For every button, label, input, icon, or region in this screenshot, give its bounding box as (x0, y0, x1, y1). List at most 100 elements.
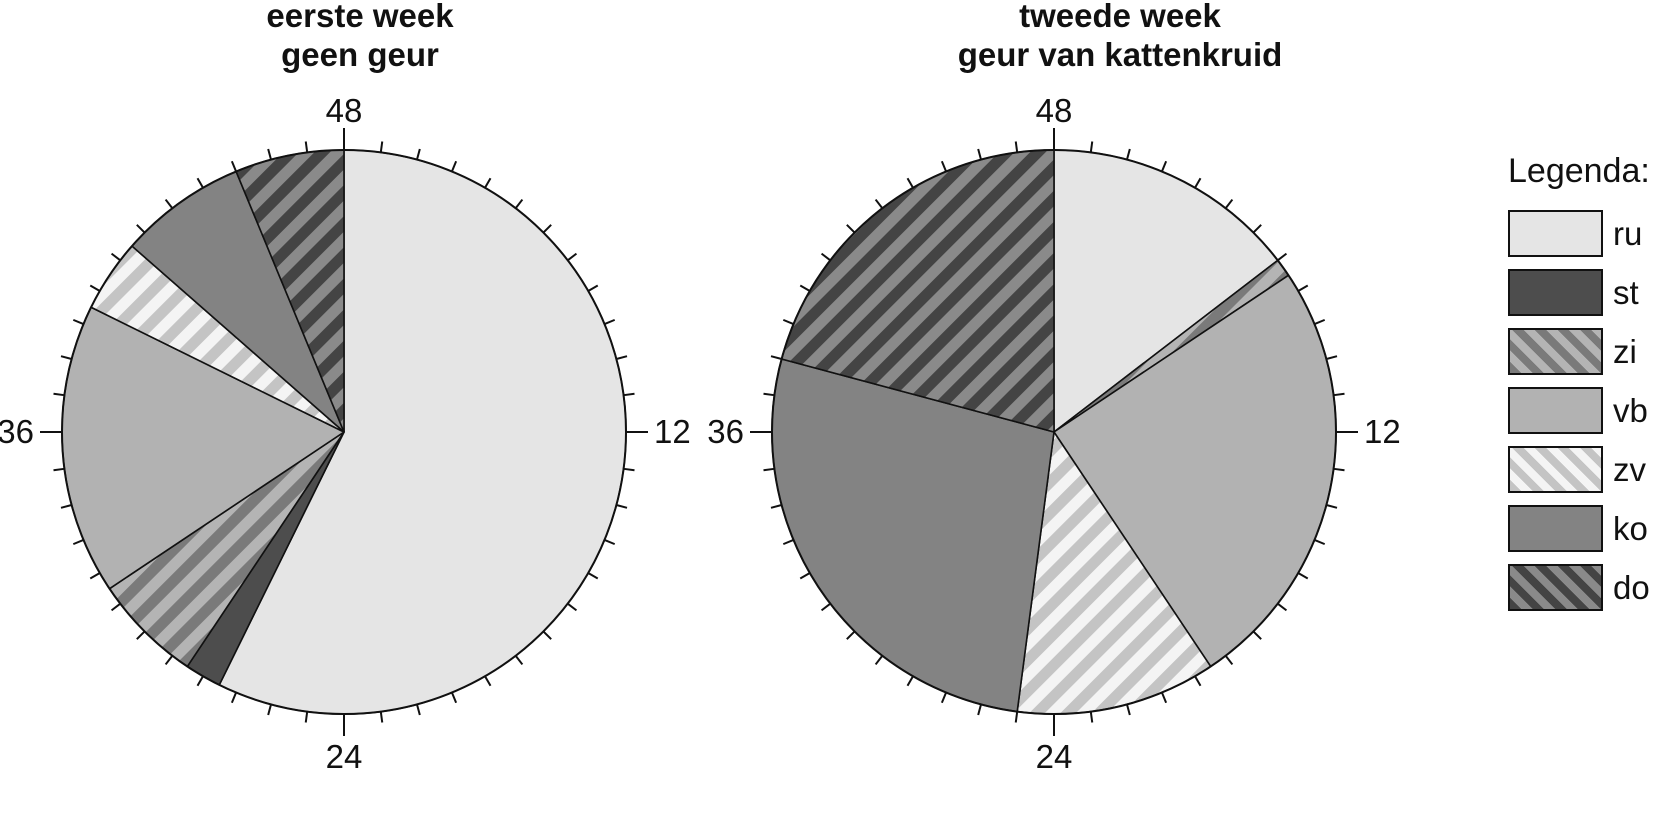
minor-tick (164, 198, 174, 209)
minor-tick (846, 224, 856, 234)
legend-label-ru: ru (1613, 214, 1643, 252)
minor-tick (514, 655, 524, 666)
minor-tick (1126, 704, 1131, 716)
minor-tick (230, 160, 238, 172)
tick-label: 12 (654, 413, 691, 450)
legend-swatch-ru (1508, 210, 1603, 257)
minor-tick (1314, 318, 1326, 326)
minor-tick (89, 284, 101, 292)
minor-tick (1160, 160, 1168, 172)
minor-tick (136, 630, 146, 640)
minor-tick (799, 284, 811, 292)
minor-tick (763, 467, 775, 472)
chart-title-line: geen geur (281, 36, 439, 73)
minor-tick (1194, 675, 1202, 687)
minor-tick (770, 355, 782, 360)
minor-tick (604, 538, 616, 546)
legend-swatch-zv (1508, 446, 1603, 493)
minor-tick (416, 148, 421, 160)
tick-label: 36 (0, 413, 34, 450)
minor-tick (230, 692, 238, 704)
chart-title-line: tweede week (1019, 0, 1221, 34)
minor-tick (587, 284, 599, 292)
legend-swatch-ko (1508, 505, 1603, 552)
minor-tick (940, 692, 948, 704)
minor-tick (977, 148, 982, 160)
minor-tick (623, 467, 635, 472)
minor-tick (267, 704, 272, 716)
minor-tick (604, 318, 616, 326)
legend-swatch-vb (1508, 387, 1603, 434)
minor-tick (1014, 711, 1019, 723)
minor-tick (136, 224, 146, 234)
legend-items: ru st zi vb zv ko do (1508, 204, 1668, 617)
minor-tick (940, 160, 948, 172)
minor-tick (196, 177, 204, 189)
legend-label-vb: vb (1613, 391, 1648, 429)
chart-title-week-1: eerste week geen geur (50, 0, 670, 74)
minor-tick (782, 318, 794, 326)
legend-item-ru: ru (1508, 204, 1668, 263)
minor-tick (379, 711, 384, 723)
minor-tick (267, 148, 272, 160)
legend-item-st: st (1508, 263, 1668, 322)
tick-label: 48 (326, 92, 363, 129)
minor-tick (763, 392, 775, 397)
minor-tick (623, 392, 635, 397)
minor-tick (53, 392, 65, 397)
minor-tick (1297, 572, 1309, 580)
legend-label-st: st (1613, 273, 1639, 311)
minor-tick (1089, 711, 1094, 723)
minor-tick (1224, 655, 1234, 666)
minor-tick (72, 318, 84, 326)
legend: Legenda: ru st zi vb zv ko do (1508, 152, 1668, 617)
minor-tick (196, 675, 204, 687)
tick-label: 36 (707, 413, 744, 450)
legend-item-zv: zv (1508, 440, 1668, 499)
minor-tick (542, 224, 552, 234)
minor-tick (1252, 630, 1262, 640)
legend-title: Legenda: (1508, 152, 1650, 190)
minor-tick (820, 252, 831, 262)
minor-tick (846, 630, 856, 640)
minor-tick (587, 572, 599, 580)
minor-tick (1194, 177, 1202, 189)
minor-tick (1277, 252, 1288, 262)
pie-chart-week-1: 48 12 24 36 (0, 92, 691, 775)
minor-tick (906, 177, 914, 189)
minor-tick (782, 538, 794, 546)
minor-tick (1326, 504, 1338, 509)
minor-tick (53, 467, 65, 472)
legend-label-do: do (1613, 568, 1650, 606)
chart-title-line: geur van kattenkruid (957, 36, 1283, 73)
minor-tick (799, 572, 811, 580)
legend-item-vb: vb (1508, 381, 1668, 440)
minor-tick (304, 141, 309, 153)
minor-tick (1224, 198, 1234, 209)
minor-tick (906, 675, 914, 687)
legend-swatch-zi (1508, 328, 1603, 375)
minor-tick (514, 198, 524, 209)
legend-item-ko: ko (1508, 499, 1668, 558)
minor-tick (60, 355, 72, 360)
tick-label: 24 (1036, 738, 1073, 775)
minor-tick (1297, 284, 1309, 292)
minor-tick (1333, 392, 1345, 397)
minor-tick (110, 602, 121, 612)
minor-tick (977, 704, 982, 716)
minor-tick (484, 675, 492, 687)
minor-tick (1277, 602, 1288, 612)
legend-label-ko: ko (1613, 509, 1648, 547)
minor-tick (450, 692, 458, 704)
minor-tick (416, 704, 421, 716)
legend-label-zi: zi (1613, 332, 1637, 370)
tick-label: 48 (1036, 92, 1073, 129)
chart-title-week-2: tweede week geur van kattenkruid (810, 0, 1430, 74)
minor-tick (616, 355, 628, 360)
minor-tick (820, 602, 831, 612)
tick-label: 12 (1364, 413, 1401, 450)
minor-tick (72, 538, 84, 546)
minor-tick (484, 177, 492, 189)
minor-tick (110, 252, 121, 262)
